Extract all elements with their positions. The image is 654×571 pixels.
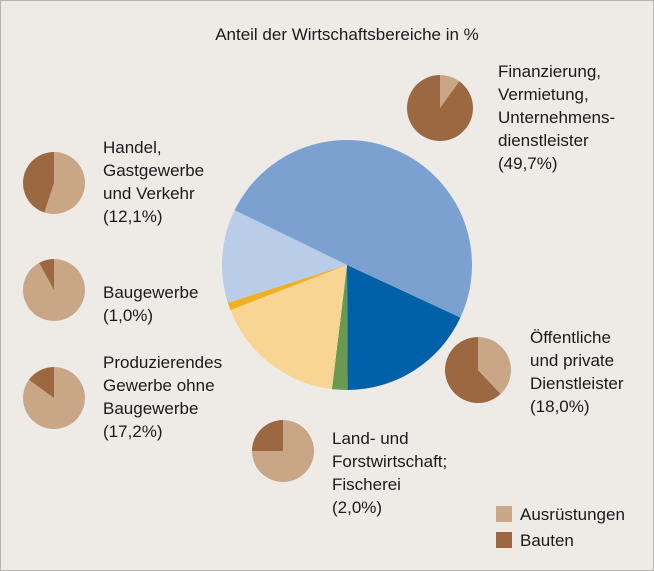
sub-pie-slice — [23, 152, 54, 213]
value-label: (2,0%) — [332, 498, 382, 517]
category-label: Finanzierung, Vermietung, Unternehmens-die… — [498, 62, 615, 150]
category-label: Produzierendes Gewerbe ohne Baugewerbe — [103, 353, 222, 418]
sub-pie-slice — [44, 152, 86, 215]
sub-pie-slice — [445, 337, 501, 404]
category-label: Öffentliche und private Dienstleister — [530, 328, 624, 393]
sub-pie-slice — [23, 366, 86, 429]
pie-slice — [347, 265, 461, 390]
sub-pie-slice — [440, 75, 460, 108]
category-label: Handel, Gastgewerbe und Verkehr — [103, 138, 204, 203]
pie-slice — [227, 265, 347, 311]
sub-pie-slice — [252, 420, 283, 451]
value-label: (49,7%) — [498, 154, 558, 173]
pie-slice — [230, 265, 347, 390]
sub-pie-slice — [407, 75, 473, 141]
category-label: Baugewerbe — [103, 283, 198, 302]
legend-swatch — [496, 506, 512, 522]
sub-pie-slice — [28, 367, 54, 398]
pie-slice — [234, 139, 473, 318]
sub-pie-slice — [478, 337, 511, 395]
value-label: (17,2%) — [103, 422, 163, 441]
value-label: (12,1%) — [103, 207, 163, 226]
pie-slice — [331, 265, 348, 390]
value-label: (18,0%) — [530, 397, 590, 416]
pie-slice — [221, 210, 347, 303]
legend-label: Bauten — [520, 531, 574, 550]
category-label: Land- und Forstwirtschaft; Fischerei — [332, 429, 447, 494]
legend-swatch — [496, 532, 512, 548]
chart-title: Anteil der Wirtschaftsbereiche in % — [215, 25, 479, 44]
legend-label: Ausrüstungen — [520, 505, 625, 524]
sub-pie-slice — [39, 259, 54, 290]
value-label: (1,0%) — [103, 306, 153, 325]
